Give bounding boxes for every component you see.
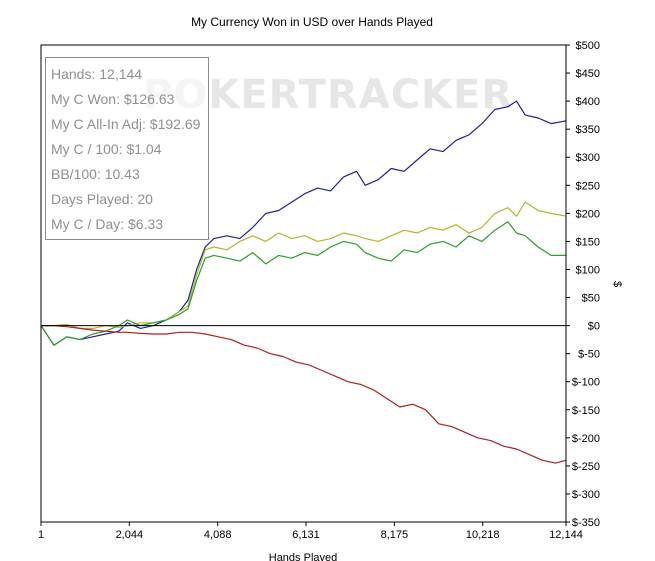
stat-hands: Hands: 12,144 bbox=[51, 66, 143, 82]
x-tick-label: 12,144 bbox=[549, 529, 583, 541]
stat-allin-adj: My C All-In Adj: $192.69 bbox=[51, 116, 201, 132]
stat-bb-100: BB/100: 10.43 bbox=[51, 166, 140, 182]
y-tick-label: $-200 bbox=[572, 433, 600, 445]
x-tick-label: 6,131 bbox=[292, 529, 320, 541]
y-tick-label: $-300 bbox=[572, 489, 600, 501]
series-line-3 bbox=[40, 221, 566, 346]
chart-title: My Currency Won in USD over Hands Played bbox=[191, 15, 433, 29]
y-tick-label: $-250 bbox=[572, 461, 600, 473]
stat-won: My C Won: $126.63 bbox=[51, 91, 175, 107]
y-axis-label: $ bbox=[611, 281, 623, 287]
series-line-4 bbox=[41, 325, 567, 464]
y-tick-label: $150 bbox=[576, 236, 600, 248]
x-tick-label: 1 bbox=[38, 529, 44, 541]
y-tick-label: $400 bbox=[576, 96, 600, 108]
x-axis-ticks: 1 2,044 4,088 6,131 8,175 10,218 12,144 bbox=[38, 522, 583, 541]
axes bbox=[40, 44, 567, 523]
y-axis-ticks: $500 $450 $400 $350 $300 $250 $200 $150 $100 $50 $… bbox=[566, 40, 600, 529]
y-tick-label: $350 bbox=[576, 124, 600, 136]
x-axis-label: Hands Played bbox=[269, 552, 338, 561]
y-tick-label: $250 bbox=[576, 180, 600, 192]
plot-frame bbox=[40, 44, 567, 523]
stat-per-day: My C / Day: $6.33 bbox=[51, 216, 164, 232]
y-tick-label: $100 bbox=[576, 264, 600, 276]
x-tick-label: 8,175 bbox=[381, 529, 409, 541]
series-line-1 bbox=[40, 100, 567, 346]
y-tick-label: $200 bbox=[576, 208, 600, 220]
y-tick-label: $-100 bbox=[572, 377, 600, 389]
stat-per-100: My C / 100: $1.04 bbox=[51, 141, 162, 157]
y-tick-label: $-150 bbox=[572, 405, 600, 417]
x-tick-label: 2,044 bbox=[116, 529, 144, 541]
x-tick-label: 10,218 bbox=[466, 529, 500, 541]
y-tick-label: $500 bbox=[576, 40, 600, 52]
y-tick-label: $50 bbox=[582, 293, 600, 305]
y-tick-label: $-50 bbox=[578, 349, 600, 361]
y-tick-label: $-350 bbox=[572, 517, 600, 529]
stat-days-played: Days Played: 20 bbox=[51, 191, 153, 207]
y-tick-label: $300 bbox=[576, 152, 600, 164]
y-tick-label: $0 bbox=[588, 321, 600, 333]
stats-box: Hands: 12,144 My C Won: $126.63 My C All… bbox=[45, 57, 209, 240]
x-tick-label: 4,088 bbox=[204, 529, 232, 541]
y-tick-label: $450 bbox=[576, 68, 600, 80]
